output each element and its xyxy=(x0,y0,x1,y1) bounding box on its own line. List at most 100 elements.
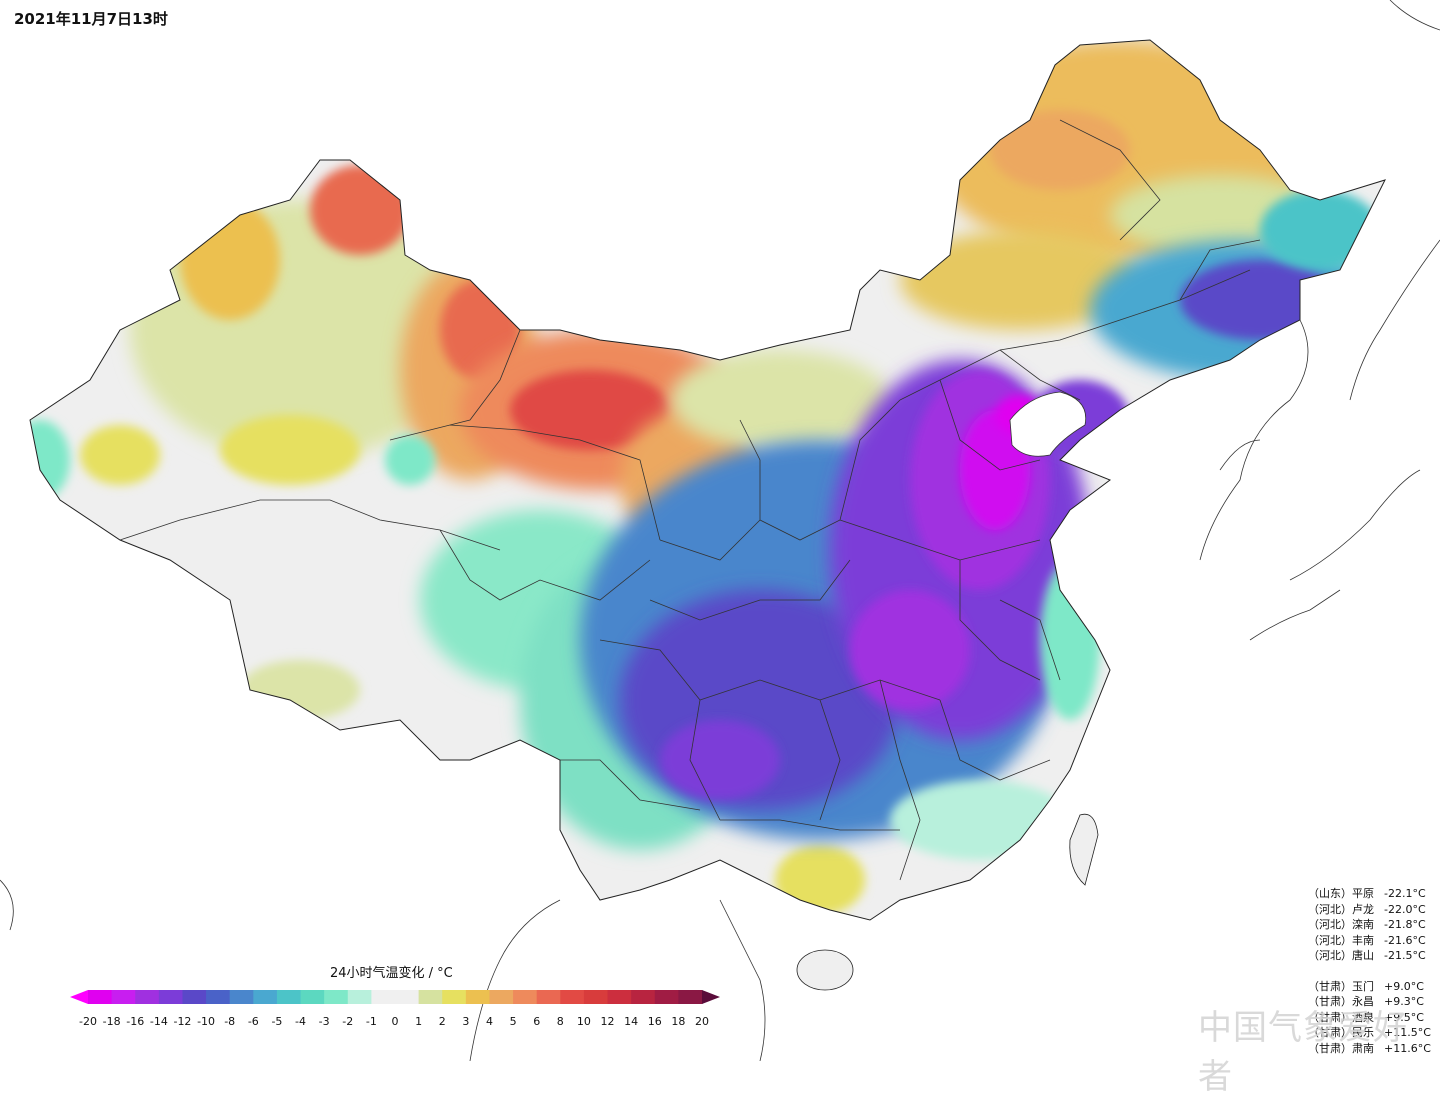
station-row: （甘肃） 永昌 +9.3°C xyxy=(1308,994,1438,1010)
station-province: （甘肃） xyxy=(1308,1041,1352,1055)
station-change: +11.6°C xyxy=(1384,1041,1431,1055)
legend-tick-label: 10 xyxy=(576,1015,591,1028)
max-drop-stations: （山东） 平原 -22.1°C （河北） 卢龙 -22.0°C （河北） 滦南 -21.8°C （… xyxy=(1308,886,1438,964)
station-name: 卢龙 xyxy=(1352,902,1374,916)
station-row: （甘肃） 肃南 +11.6°C xyxy=(1308,1041,1438,1057)
legend-tick-label: 14 xyxy=(624,1015,639,1028)
legend-swatch xyxy=(206,990,231,1004)
legend-swatch xyxy=(135,990,160,1004)
legend-tick-label: -2 xyxy=(342,1015,354,1028)
legend-tick-label: 5 xyxy=(509,1015,517,1028)
station-name: 唐山 xyxy=(1352,949,1374,962)
legend-tick-label: -18 xyxy=(102,1015,121,1028)
legend-swatch xyxy=(536,990,561,1004)
station-change: -21.6°C xyxy=(1384,933,1426,947)
station-province: （甘肃） xyxy=(1308,995,1352,1008)
legend-tick-label: 2 xyxy=(438,1015,446,1028)
legend-swatch xyxy=(158,990,183,1004)
legend-tick-label: -4 xyxy=(295,1015,307,1028)
station-list: （山东） 平原 -22.1°C （河北） 卢龙 -22.0°C （河北） 滦南 -21.8°C （… xyxy=(1308,886,1438,1056)
legend-swatch xyxy=(418,990,443,1004)
china-border xyxy=(29,39,1386,921)
legend-swatch xyxy=(253,990,278,1004)
legend-tick-label: -14 xyxy=(149,1015,168,1028)
station-province: （河北） xyxy=(1308,949,1352,962)
station-province: （山东） xyxy=(1308,887,1352,900)
legend-tick-label: 0 xyxy=(391,1015,399,1028)
station-row: （河北） 丰南 -21.6°C xyxy=(1308,933,1438,949)
station-name: 民乐 xyxy=(1352,1026,1374,1039)
neighbor-coastlines xyxy=(0,0,1440,1061)
legend-tick-label: 4 xyxy=(485,1015,493,1028)
station-name: 肃南 xyxy=(1352,1041,1374,1055)
legend-swatch xyxy=(442,990,467,1004)
legend-swatch xyxy=(300,990,325,1004)
legend-tick-label: -6 xyxy=(247,1015,259,1028)
legend-tick-label: 6 xyxy=(533,1015,541,1028)
legend-tick-label: 20 xyxy=(695,1015,709,1028)
legend-max-arrow xyxy=(702,990,720,1004)
legend-swatch xyxy=(371,990,396,1004)
station-name: 滦南 xyxy=(1352,918,1374,931)
legend-tick-label: -8 xyxy=(224,1015,236,1028)
station-row: （甘肃） 玉门 +9.0°C xyxy=(1308,979,1438,995)
legend-min-arrow xyxy=(70,990,88,1004)
legend-swatch xyxy=(229,990,254,1004)
station-row: （河北） 滦南 -21.8°C xyxy=(1308,917,1438,933)
legend-tick-label: 16 xyxy=(647,1015,662,1028)
legend-tick-label: 1 xyxy=(415,1015,423,1028)
station-change: +11.5°C xyxy=(1384,1026,1431,1039)
legend-tick-label: -20 xyxy=(79,1015,97,1028)
legend-tick-label: -1 xyxy=(365,1015,377,1028)
station-row: （甘肃） 民乐 +11.5°C xyxy=(1308,1025,1438,1041)
temperature-change-map xyxy=(0,0,1440,1061)
legend-tick-label: -5 xyxy=(271,1015,283,1028)
station-province: （甘肃） xyxy=(1308,979,1352,993)
legend-swatch xyxy=(489,990,514,1004)
legend-swatch xyxy=(583,990,609,1004)
station-province: （河北） xyxy=(1308,902,1352,916)
legend-swatch xyxy=(276,990,302,1004)
legend-tick-label: 18 xyxy=(671,1015,686,1028)
taiwan-island xyxy=(1069,813,1099,886)
legend-swatch xyxy=(395,990,420,1004)
station-row: （山东） 平原 -22.1°C xyxy=(1308,886,1438,902)
legend-swatch xyxy=(347,990,372,1004)
station-change: +9.3°C xyxy=(1384,995,1424,1008)
legend-swatch xyxy=(324,990,349,1004)
map-timestamp: 2021年11月7日13时 xyxy=(14,10,168,28)
max-rise-stations: （甘肃） 玉门 +9.0°C （甘肃） 永昌 +9.3°C （甘肃） 酒泉 +9.5°C （甘肃）… xyxy=(1308,979,1438,1057)
legend-swatch xyxy=(88,990,113,1004)
legend-tick-label: -10 xyxy=(197,1015,216,1028)
station-change: +9.0°C xyxy=(1384,979,1424,993)
legend-tick-label: -12 xyxy=(173,1015,192,1028)
station-row: （甘肃） 酒泉 +9.5°C xyxy=(1308,1010,1438,1026)
legend-swatch xyxy=(678,990,703,1004)
legend-swatch xyxy=(465,990,490,1004)
legend-tick-label: 12 xyxy=(600,1015,615,1028)
legend-swatch xyxy=(513,990,538,1004)
legend-swatch xyxy=(111,990,136,1004)
station-province: （河北） xyxy=(1308,918,1352,931)
legend-title: 24小时气温变化 / °C xyxy=(330,966,453,981)
station-province: （甘肃） xyxy=(1308,1026,1352,1039)
legend-tick-label: -16 xyxy=(126,1015,145,1028)
station-province: （河北） xyxy=(1308,933,1352,947)
color-scale-bar xyxy=(70,990,720,1004)
station-change: -22.1°C xyxy=(1384,887,1426,900)
station-change: -21.5°C xyxy=(1384,949,1426,962)
legend-tick-label: -3 xyxy=(318,1015,330,1028)
station-row: （河北） 唐山 -21.5°C xyxy=(1308,948,1438,964)
station-change: +9.5°C xyxy=(1384,1010,1424,1024)
province-boundaries xyxy=(119,119,1261,881)
bohai-sea xyxy=(1009,391,1087,457)
station-name: 酒泉 xyxy=(1352,1010,1374,1024)
station-name: 永昌 xyxy=(1352,995,1374,1008)
station-change: -22.0°C xyxy=(1384,902,1426,916)
station-name: 玉门 xyxy=(1352,979,1374,993)
temperature-field xyxy=(30,40,1385,915)
station-name: 丰南 xyxy=(1352,933,1374,947)
hainan-island xyxy=(796,949,854,991)
legend-tick-label: 3 xyxy=(462,1015,470,1028)
legend-tick-label: 8 xyxy=(556,1015,564,1028)
